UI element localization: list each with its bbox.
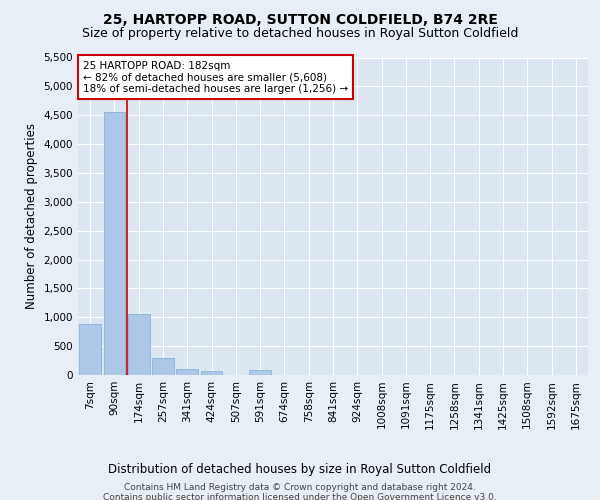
Text: Contains public sector information licensed under the Open Government Licence v3: Contains public sector information licen…: [103, 492, 497, 500]
Bar: [200, 370, 223, 375]
Text: Size of property relative to detached houses in Royal Sutton Coldfield: Size of property relative to detached ho…: [82, 28, 518, 40]
Text: Distribution of detached houses by size in Royal Sutton Coldfield: Distribution of detached houses by size …: [109, 462, 491, 475]
Text: 25, HARTOPP ROAD, SUTTON COLDFIELD, B74 2RE: 25, HARTOPP ROAD, SUTTON COLDFIELD, B74 …: [103, 12, 497, 26]
Bar: [128, 314, 149, 375]
Text: Contains HM Land Registry data © Crown copyright and database right 2024.: Contains HM Land Registry data © Crown c…: [124, 484, 476, 492]
Text: 25 HARTOPP ROAD: 182sqm
← 82% of detached houses are smaller (5,608)
18% of semi: 25 HARTOPP ROAD: 182sqm ← 82% of detache…: [83, 60, 348, 94]
Bar: [104, 112, 125, 375]
Y-axis label: Number of detached properties: Number of detached properties: [25, 123, 38, 309]
Bar: [79, 324, 101, 375]
Bar: [152, 358, 174, 375]
Bar: [249, 370, 271, 375]
Bar: [176, 369, 198, 375]
